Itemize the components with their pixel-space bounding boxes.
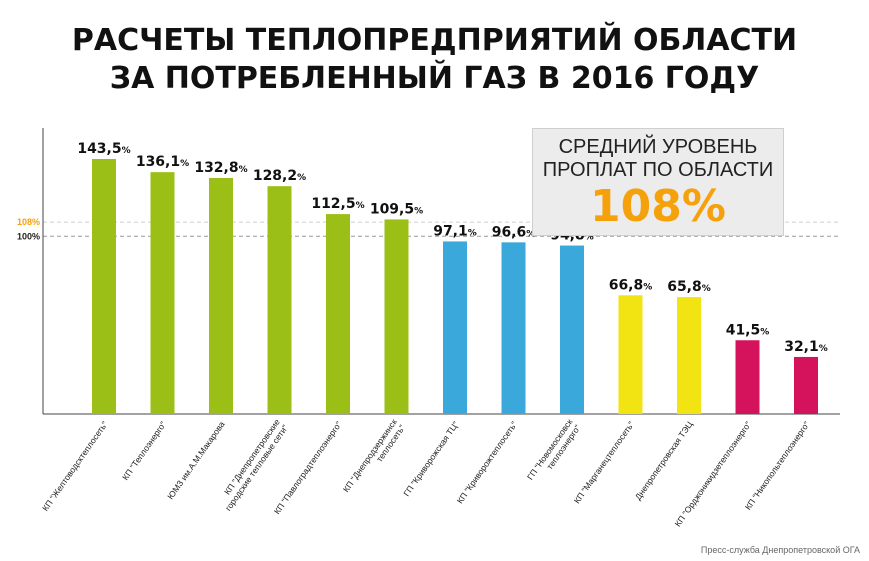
data-label-3: 132,8% xyxy=(194,160,247,176)
bar-10 xyxy=(618,295,643,414)
average-payment-value: 108% xyxy=(590,181,726,232)
bar-12 xyxy=(735,340,760,414)
average-payment-label-line1: СРЕДНИЙ УРОВЕНЬ xyxy=(558,136,758,158)
bar-7 xyxy=(443,241,467,414)
chart-title: РАСЧЕТЫ ТЕПЛОПРЕДПРИЯТИЙ ОБЛАСТИ ЗА ПОТР… xyxy=(0,22,869,98)
bar-11 xyxy=(677,297,701,414)
category-label-3: ЮМЗ им.А.М.Макарова xyxy=(165,419,227,501)
average-payment-label-line2: ПРОПЛАТ ПО ОБЛАСТИ xyxy=(542,159,774,181)
data-label-11: 65,8% xyxy=(667,279,711,295)
data-label-1: 143,5% xyxy=(77,141,130,157)
average-payment-label: СРЕДНИЙ УРОВЕНЬ ПРОПЛАТ ПО ОБЛАСТИ xyxy=(533,136,783,182)
bar-13 xyxy=(794,356,818,414)
category-label-10: КП "Марганецтеплосеть" xyxy=(572,419,636,505)
average-payment-box: СРЕДНИЙ УРОВЕНЬ ПРОПЛАТ ПО ОБЛАСТИ 108% xyxy=(532,128,784,236)
reference-label-100: 100% xyxy=(17,231,40,241)
category-label-8: КП "Криворожтеплосеть" xyxy=(455,419,519,505)
bar-1 xyxy=(92,159,116,414)
category-label-2: КП "Теплоэнерго" xyxy=(120,419,168,482)
data-label-12: 41,5% xyxy=(726,322,770,338)
category-label-1: КП "Желтоводсктеплосеть" xyxy=(40,419,110,512)
bar-8 xyxy=(501,242,526,414)
category-label-7: ГП "Криворожская ТЦ" xyxy=(401,419,460,498)
bar-2 xyxy=(150,172,175,414)
data-label-8: 96,6% xyxy=(492,224,536,240)
category-label-9: ГП "Новомосковсктеплоэнерго" xyxy=(525,417,583,488)
data-label-2: 136,1% xyxy=(136,154,189,170)
bar-9 xyxy=(560,245,584,414)
data-label-6: 109,5% xyxy=(370,201,423,217)
data-label-13: 32,1% xyxy=(784,339,828,355)
data-label-7: 97,1% xyxy=(433,223,477,239)
category-label-11: Днепропетровская ТЭЦ xyxy=(633,419,695,502)
category-label-6: КП "Днепродзержинсктеплосеть" xyxy=(341,417,407,500)
chart-title-line1: РАСЧЕТЫ ТЕПЛОПРЕДПРИЯТИЙ ОБЛАСТИ xyxy=(71,23,798,58)
data-label-10: 66,8% xyxy=(609,277,653,293)
chart-title-line2: ЗА ПОТРЕБЛЕННЫЙ ГАЗ В 2016 ГОДУ xyxy=(109,61,760,96)
reference-label-108: 108% xyxy=(17,217,40,227)
bar-6 xyxy=(384,219,409,414)
category-label-4: КП "Днепропетровскиегородские тепловые с… xyxy=(215,417,290,513)
bar-3 xyxy=(209,178,233,414)
bar-4 xyxy=(267,186,292,414)
category-label-13: КП "Никопольтеплоэнерго" xyxy=(743,419,812,511)
data-label-5: 112,5% xyxy=(311,196,364,212)
footer-credit: Пресс-служба Днепропетровской ОГА xyxy=(700,545,860,555)
bar-5 xyxy=(326,214,350,414)
data-label-4: 128,2% xyxy=(253,168,306,184)
